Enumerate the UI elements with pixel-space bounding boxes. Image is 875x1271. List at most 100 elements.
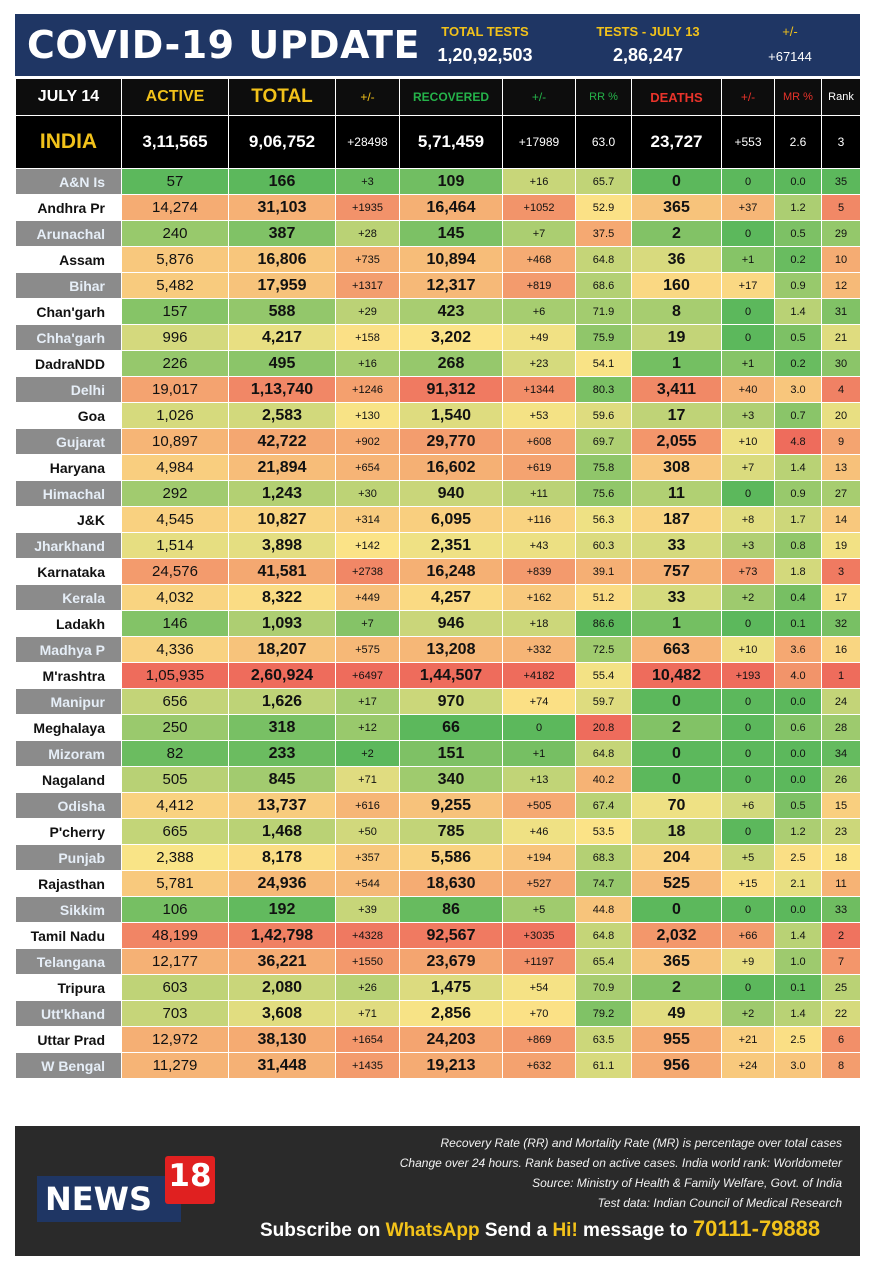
cell-rr: 65.7	[575, 168, 632, 195]
cell-state: Tamil Nadu	[15, 922, 122, 949]
cell-state: Punjab	[15, 844, 122, 871]
logo-text: NEWS	[45, 1180, 152, 1218]
india-active: 3,11,565	[121, 115, 229, 169]
cell-recovered: 151	[399, 740, 503, 767]
table-row: Sikkim 106 192 +39 86 +5 44.8 0 0 0.0 33	[15, 896, 861, 923]
cell-total-change: +654	[335, 454, 400, 481]
cell-rank: 7	[821, 948, 861, 975]
cell-state: Sikkim	[15, 896, 122, 923]
india-label: INDIA	[15, 115, 122, 169]
cell-recovered: 66	[399, 714, 503, 741]
cell-total-change: +71	[335, 1000, 400, 1027]
table-row: Gujarat 10,897 42,722 +902 29,770 +608 69.7 2,0…	[15, 428, 861, 455]
cell-rank: 1	[821, 662, 861, 689]
cell-recovered-change: +18	[502, 610, 576, 637]
cell-mr: 3.6	[774, 636, 822, 663]
cell-state: Himachal	[15, 480, 122, 507]
cell-deaths-change: +21	[721, 1026, 775, 1053]
cell-deaths: 11	[631, 480, 722, 507]
cell-total-change: +71	[335, 766, 400, 793]
cell-rr: 67.4	[575, 792, 632, 819]
cell-deaths: 0	[631, 688, 722, 715]
cell-deaths: 10,482	[631, 662, 722, 689]
cell-recovered-change: +74	[502, 688, 576, 715]
cell-active: 24,576	[121, 558, 229, 585]
total-tests-label: TOTAL TESTS	[441, 24, 529, 39]
cell-deaths-change: +8	[721, 506, 775, 533]
cell-deaths: 0	[631, 740, 722, 767]
table-row: Uttar Prad 12,972 38,130 +1654 24,203 +869 63.…	[15, 1026, 861, 1053]
col-header-recovered: RECOVERED	[399, 78, 503, 116]
cell-rank: 2	[821, 922, 861, 949]
cell-rr: 59.7	[575, 688, 632, 715]
cell-state: DadraNDD	[15, 350, 122, 377]
cell-deaths-change: 0	[721, 818, 775, 845]
cell-total: 8,178	[228, 844, 336, 871]
cell-deaths-change: +6	[721, 792, 775, 819]
cell-deaths-change: +2	[721, 1000, 775, 1027]
cell-total: 36,221	[228, 948, 336, 975]
cell-total: 495	[228, 350, 336, 377]
cell-mr: 0.2	[774, 246, 822, 273]
cell-mr: 1.2	[774, 194, 822, 221]
cell-total: 2,583	[228, 402, 336, 429]
table-row: Haryana 4,984 21,894 +654 16,602 +619 75.8 308 +…	[15, 454, 861, 481]
cell-active: 603	[121, 974, 229, 1001]
cell-rank: 18	[821, 844, 861, 871]
col-header-rr: RR %	[575, 78, 632, 116]
cell-active: 226	[121, 350, 229, 377]
cell-total: 1,42,798	[228, 922, 336, 949]
cell-state: Assam	[15, 246, 122, 273]
cell-active: 4,032	[121, 584, 229, 611]
cell-deaths: 18	[631, 818, 722, 845]
cell-state: Telangana	[15, 948, 122, 975]
cell-total: 845	[228, 766, 336, 793]
col-header-deaths-change: +/-	[721, 78, 775, 116]
cell-recovered: 946	[399, 610, 503, 637]
cell-deaths: 757	[631, 558, 722, 585]
cell-deaths: 2	[631, 220, 722, 247]
cell-recovered: 12,317	[399, 272, 503, 299]
cell-active: 4,984	[121, 454, 229, 481]
cell-total: 1,243	[228, 480, 336, 507]
cell-deaths-change: 0	[721, 766, 775, 793]
cell-deaths: 17	[631, 402, 722, 429]
cell-total-change: +616	[335, 792, 400, 819]
cell-deaths: 70	[631, 792, 722, 819]
cell-state: Manipur	[15, 688, 122, 715]
cell-deaths-change: +3	[721, 532, 775, 559]
cell-rank: 16	[821, 636, 861, 663]
cell-rank: 4	[821, 376, 861, 403]
table-row: A&N Is 57 166 +3 109 +16 65.7 0 0 0.0 35	[15, 168, 861, 195]
cell-rr: 64.8	[575, 740, 632, 767]
cell-deaths: 308	[631, 454, 722, 481]
table-row: Ladakh 146 1,093 +7 946 +18 86.6 1 0 0.1 32	[15, 610, 861, 637]
cell-total: 1,626	[228, 688, 336, 715]
state-table: JULY 14 ACTIVE TOTAL +/- RECOVERED +/- R…	[15, 78, 861, 1079]
cell-rank: 22	[821, 1000, 861, 1027]
cell-rank: 13	[821, 454, 861, 481]
cell-mr: 0.0	[774, 896, 822, 923]
cell-deaths-change: 0	[721, 740, 775, 767]
cell-deaths-change: 0	[721, 324, 775, 351]
cell-recovered-change: +619	[502, 454, 576, 481]
cell-state: P'cherry	[15, 818, 122, 845]
cell-rank: 19	[821, 532, 861, 559]
cell-state: Gujarat	[15, 428, 122, 455]
cell-rr: 75.9	[575, 324, 632, 351]
cell-deaths-change: 0	[721, 610, 775, 637]
cell-total-change: +449	[335, 584, 400, 611]
cell-recovered: 18,630	[399, 870, 503, 897]
cell-total: 10,827	[228, 506, 336, 533]
cell-deaths-change: +37	[721, 194, 775, 221]
cell-state: Nagaland	[15, 766, 122, 793]
subscribe-line: Subscribe on WhatsApp Send a Hi! message…	[260, 1216, 820, 1242]
cell-mr: 0.5	[774, 324, 822, 351]
cell-rank: 26	[821, 766, 861, 793]
table-row: Chha'garh 996 4,217 +158 3,202 +49 75.9 19 0 0.5 2…	[15, 324, 861, 351]
cell-total: 192	[228, 896, 336, 923]
cell-total-change: +142	[335, 532, 400, 559]
cell-deaths: 956	[631, 1052, 722, 1079]
cell-state: Haryana	[15, 454, 122, 481]
